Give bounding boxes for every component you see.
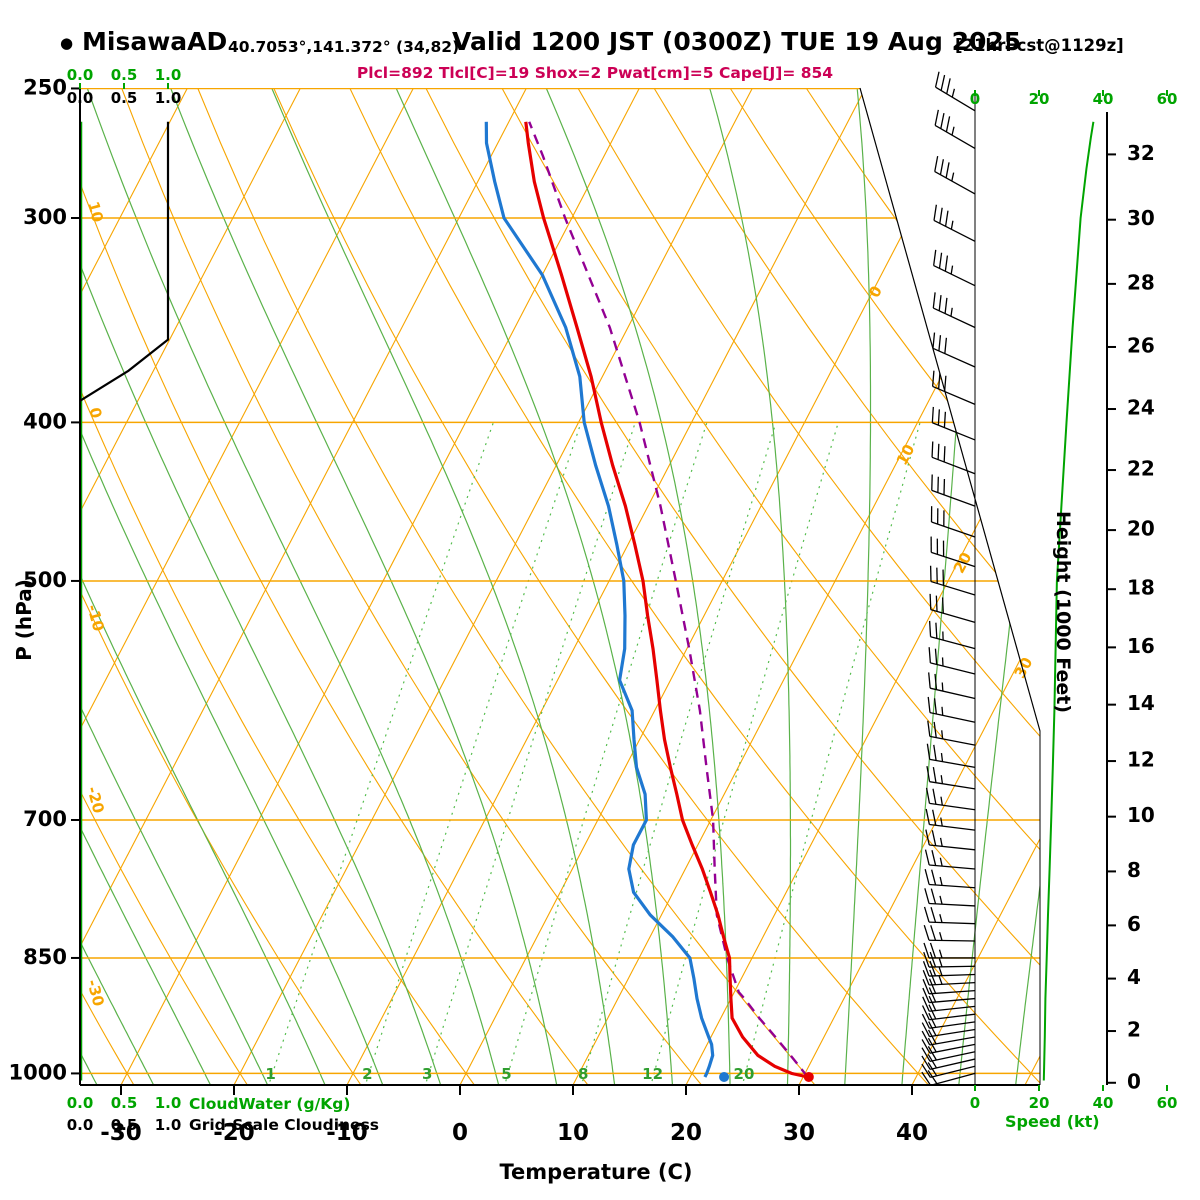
isotherm-label: 30 bbox=[1011, 654, 1037, 681]
height-tick-label: 20 bbox=[1127, 517, 1155, 541]
isotherm-label: 10 bbox=[893, 441, 919, 468]
speed-tick-label-top: 60 bbox=[1157, 90, 1178, 108]
speed-tick-label-bottom: 20 bbox=[1029, 1094, 1050, 1112]
temperature-tick-label: 30 bbox=[783, 1120, 815, 1146]
pressure-tick-label: 500 bbox=[23, 568, 67, 592]
valid-time-title: Valid 1200 JST (0300Z) TUE 19 Aug 2025 bbox=[452, 27, 1022, 56]
height-tick-label: 14 bbox=[1127, 691, 1155, 715]
mixing-ratio-label: 5 bbox=[501, 1065, 511, 1083]
isotherms bbox=[80, 88, 1040, 1085]
height-tick-label: 0 bbox=[1127, 1069, 1141, 1093]
height-axis bbox=[1106, 112, 1116, 1085]
temperature-curve bbox=[524, 121, 809, 1079]
height-tick-label: 8 bbox=[1127, 858, 1141, 882]
height-tick-label: 32 bbox=[1127, 141, 1155, 165]
cloudiness-scale-bottom: 0.0 bbox=[67, 1116, 94, 1134]
cloudwater-legend: CloudWater (g/Kg) bbox=[189, 1095, 351, 1113]
moist-adiabats bbox=[80, 88, 1040, 1085]
pressure-tick-label: 250 bbox=[23, 75, 67, 99]
dewpoint-curve bbox=[484, 121, 715, 1078]
mixing-ratio-label: 8 bbox=[578, 1065, 588, 1083]
speed-curve bbox=[1042, 121, 1095, 1081]
wind-barbs bbox=[921, 71, 976, 1086]
axes bbox=[71, 87, 1041, 1095]
pressure-tick-label: 850 bbox=[23, 945, 67, 969]
height-tick-label: 6 bbox=[1127, 912, 1141, 936]
forecast-tag: [21hrFcst@1129z] bbox=[955, 36, 1124, 55]
speed-tick-label-bottom: 0 bbox=[970, 1094, 980, 1112]
temperature-tick-label: -10 bbox=[326, 1120, 368, 1146]
surface-temperature-dot bbox=[803, 1071, 814, 1082]
pressure-axis-title: P (hPa) bbox=[12, 579, 36, 661]
speed-tick-label-top: 0 bbox=[970, 90, 980, 108]
cloudwater-scale-bottom: 0.5 bbox=[111, 1094, 138, 1112]
cloudiness-scale-top: 0.5 bbox=[111, 89, 138, 107]
pressure-tick-label: 700 bbox=[23, 807, 67, 831]
mixing-ratio-label: 1 bbox=[265, 1065, 275, 1083]
height-tick-label: 12 bbox=[1127, 748, 1155, 772]
temperature-tick-label: -20 bbox=[213, 1120, 255, 1146]
cloudwater-scale-bottom: 0.0 bbox=[67, 1094, 94, 1112]
dry-adiabat-label: 0 bbox=[85, 406, 105, 421]
skewt-background bbox=[80, 88, 1040, 1085]
temperature-tick-label: 40 bbox=[896, 1120, 928, 1146]
mixing-ratio-label: 3 bbox=[422, 1065, 432, 1083]
mixing-ratio-label: 2 bbox=[362, 1065, 372, 1083]
cloud-scale-axis bbox=[79, 83, 169, 89]
cloudwater-scale-bottom: 1.0 bbox=[155, 1094, 182, 1112]
mixing-ratio-label: 12 bbox=[642, 1065, 663, 1083]
cloudwater-scale-top: 0.0 bbox=[67, 66, 94, 84]
cloudiness-curve bbox=[79, 121, 170, 402]
height-tick-label: 24 bbox=[1127, 396, 1155, 420]
height-tick-label: 16 bbox=[1127, 634, 1155, 658]
height-tick-label: 22 bbox=[1127, 457, 1155, 481]
height-tick-label: 10 bbox=[1127, 803, 1155, 827]
mixing-ratio-lines bbox=[260, 422, 921, 1085]
surface-dots bbox=[719, 1071, 814, 1082]
speed-tick-label-bottom: 60 bbox=[1157, 1094, 1178, 1112]
sounding-parameters: Plcl=892 Tlcl[C]=19 Shox=2 Pwat[cm]=5 Ca… bbox=[356, 64, 834, 82]
station-name: MisawaAD bbox=[82, 27, 228, 56]
temperature-tick-label: 10 bbox=[557, 1120, 589, 1146]
station-bullet-icon: ● bbox=[60, 34, 74, 52]
speed-tick-label-bottom: 40 bbox=[1093, 1094, 1114, 1112]
height-tick-label: 30 bbox=[1127, 206, 1155, 230]
speed-axis bbox=[974, 90, 1168, 1091]
cloudiness-scale-bottom: 0.5 bbox=[111, 1116, 138, 1134]
temperature-tick-label: -30 bbox=[100, 1120, 142, 1146]
profiles bbox=[484, 121, 809, 1079]
height-tick-label: 18 bbox=[1127, 576, 1155, 600]
cloudiness-legend: Grid-Scale Cloudiness bbox=[189, 1116, 380, 1134]
temperature-axis-title: Temperature (C) bbox=[499, 1160, 693, 1184]
pressure-tick-label: 300 bbox=[23, 205, 67, 229]
pressure-tick-label: 1000 bbox=[9, 1060, 67, 1084]
speed-tick-label-top: 40 bbox=[1093, 90, 1114, 108]
height-tick-label: 2 bbox=[1127, 1018, 1141, 1042]
speed-tick-label-top: 20 bbox=[1029, 90, 1050, 108]
dry-adiabat-label: -20 bbox=[83, 784, 107, 815]
height-tick-label: 26 bbox=[1127, 333, 1155, 357]
cloudiness-scale-top: 0.0 bbox=[67, 89, 94, 107]
pressure-tick-label: 400 bbox=[23, 409, 67, 433]
mixing-ratio-label: 20 bbox=[734, 1065, 755, 1083]
station-coords: 40.7053°,141.372° (34,82) bbox=[228, 38, 460, 56]
height-axis-title: Height (1000 Feet) bbox=[1052, 510, 1074, 714]
height-tick-label: 4 bbox=[1127, 965, 1141, 989]
dry-adiabat-label: 10 bbox=[84, 199, 107, 224]
cloudwater-scale-top: 1.0 bbox=[155, 66, 182, 84]
dry-adiabat-label: -10 bbox=[83, 602, 107, 633]
height-tick-label: 28 bbox=[1127, 270, 1155, 294]
pressure-gridlines bbox=[80, 88, 1040, 1075]
surface-dewpoint-dot bbox=[719, 1071, 730, 1082]
temperature-tick-label: 20 bbox=[670, 1120, 702, 1146]
cloudwater-scale-top: 0.5 bbox=[111, 66, 138, 84]
speed-axis-title: Speed (kt) bbox=[1005, 1112, 1100, 1131]
cloudiness-scale-bottom: 1.0 bbox=[155, 1116, 182, 1134]
cloudiness-scale-top: 1.0 bbox=[155, 89, 182, 107]
temperature-tick-label: 0 bbox=[452, 1120, 468, 1146]
